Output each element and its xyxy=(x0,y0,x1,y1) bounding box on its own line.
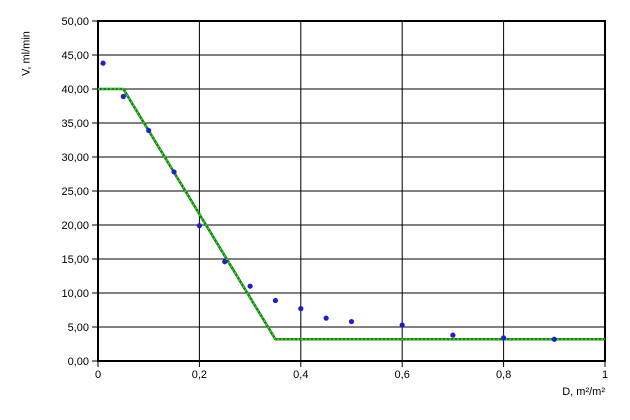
svg-text:0,4: 0,4 xyxy=(293,369,308,381)
svg-text:0: 0 xyxy=(95,369,101,381)
x-axis-title: D, m²/m² xyxy=(562,386,605,398)
svg-text:0,2: 0,2 xyxy=(192,369,207,381)
svg-text:25,00: 25,00 xyxy=(61,186,89,198)
y-axis-title: V, ml/min xyxy=(20,31,33,76)
svg-text:5,00: 5,00 xyxy=(68,322,89,334)
svg-text:45,00: 45,00 xyxy=(61,50,89,62)
svg-text:0,8: 0,8 xyxy=(496,369,511,381)
svg-text:1: 1 xyxy=(602,369,608,381)
svg-text:20,00: 20,00 xyxy=(61,220,89,232)
svg-text:15,00: 15,00 xyxy=(61,254,89,266)
svg-text:0,00: 0,00 xyxy=(68,356,89,368)
svg-text:0,6: 0,6 xyxy=(395,369,410,381)
svg-text:30,00: 30,00 xyxy=(61,152,89,164)
svg-text:50,00: 50,00 xyxy=(61,16,89,28)
svg-text:35,00: 35,00 xyxy=(61,118,89,130)
svg-text:10,00: 10,00 xyxy=(61,288,89,300)
svg-text:40,00: 40,00 xyxy=(61,84,89,96)
